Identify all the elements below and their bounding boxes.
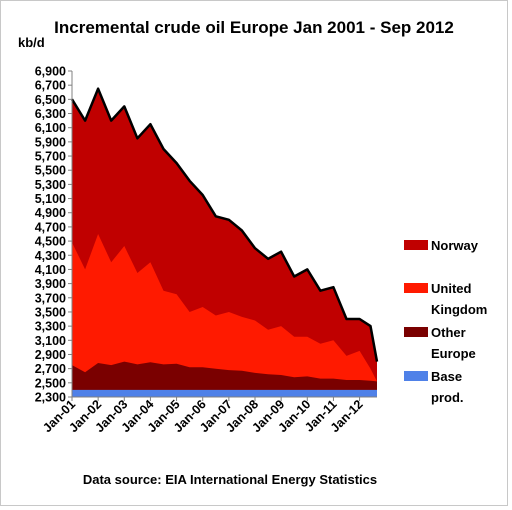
legend-label-norway: Norway (431, 238, 479, 253)
y-tick-label: 3,700 (35, 291, 66, 305)
y-tick-label: 3,500 (35, 305, 66, 319)
y-tick-label: 3,100 (35, 334, 66, 348)
y-tick-label: 3,900 (35, 277, 66, 291)
legend-label-base-prod-line1: Base (431, 369, 462, 384)
legend-swatch-norway (404, 240, 428, 250)
y-tick-label: 5,100 (35, 192, 66, 206)
legend: Norway United Kingdom Other Europe Base … (404, 238, 487, 405)
area-series-group (70, 87, 379, 397)
y-tick-label: 2,500 (35, 376, 66, 390)
y-tick-label: 6,100 (35, 121, 66, 135)
legend-swatch-base-prod (404, 371, 428, 381)
y-tick-label: 2,700 (35, 362, 66, 376)
y-tick-label: 5,700 (35, 150, 66, 164)
legend-label-other-europe-line2: Europe (431, 346, 476, 361)
y-tick-label: 5,900 (35, 135, 66, 149)
x-axis: Jan-01Jan-02Jan-03Jan-04Jan-05Jan-06Jan-… (40, 396, 377, 435)
legend-swatch-other-europe (404, 327, 428, 337)
y-tick-label: 5,500 (35, 164, 66, 178)
y-tick-label: 4,300 (35, 249, 66, 263)
y-tick-label: 6,900 (35, 65, 66, 79)
total-outline-line (70, 87, 379, 362)
data-source-note: Data source: EIA International Energy St… (83, 472, 377, 487)
legend-label-united-kingdom-line2: Kingdom (431, 302, 487, 317)
legend-label-united-kingdom-line1: United (431, 281, 472, 296)
y-tick-label: 6,500 (35, 93, 66, 107)
y-tick-label: 2,300 (35, 391, 66, 405)
area-base-prod (72, 389, 377, 397)
area-other-europe (72, 361, 377, 397)
y-tick-label: 4,700 (35, 220, 66, 234)
legend-swatch-united-kingdom (404, 283, 428, 293)
y-axis-label: kb/d (18, 35, 45, 50)
y-tick-label: 5,300 (35, 178, 66, 192)
chart-title: Incremental crude oil Europe Jan 2001 - … (54, 18, 454, 37)
area-united-kingdom (72, 234, 377, 397)
y-tick-label: 4,500 (35, 235, 66, 249)
y-tick-label: 3,300 (35, 320, 66, 334)
y-tick-label: 6,700 (35, 79, 66, 93)
y-axis: 2,3002,5002,7002,9003,1003,3003,5003,700… (35, 65, 73, 405)
legend-label-base-prod-line2: prod. (431, 390, 464, 405)
y-tick-label: 2,900 (35, 348, 66, 362)
y-tick-label: 6,300 (35, 107, 66, 121)
y-tick-label: 4,100 (35, 263, 66, 277)
y-tick-label: 4,900 (35, 206, 66, 220)
legend-label-other-europe-line1: Other (431, 325, 466, 340)
